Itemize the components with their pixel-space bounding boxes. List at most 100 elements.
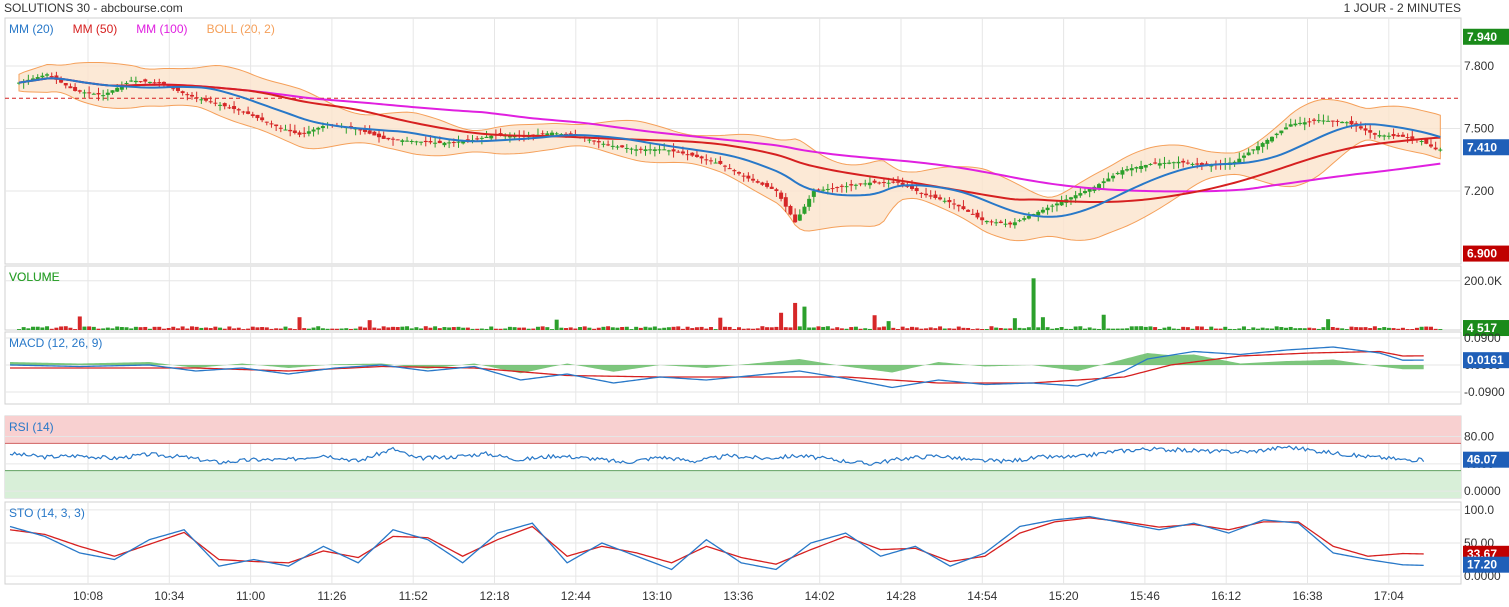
candle-body [1036, 212, 1040, 215]
candle-body [251, 114, 255, 116]
candle-body [96, 93, 100, 94]
volume-bar [358, 327, 362, 330]
volume-bar [1242, 326, 1246, 330]
volume-bar [517, 328, 521, 330]
volume-bar [915, 327, 919, 330]
candle-body [265, 122, 269, 123]
candle-body [999, 222, 1003, 223]
candle-body [391, 139, 395, 140]
volume-bar [1008, 328, 1012, 330]
candle-body [64, 83, 68, 85]
volume-bar [1303, 328, 1307, 330]
candle-body [1008, 223, 1012, 225]
volume-bar [307, 329, 311, 330]
volume-bar [64, 326, 68, 330]
candle-body [139, 81, 143, 82]
volume-bar [1223, 327, 1227, 330]
candle-body [877, 182, 881, 183]
volume-bar [854, 327, 858, 330]
volume-bar [615, 328, 619, 330]
price-legend: MM (20) [9, 22, 54, 36]
volume-bar [237, 328, 241, 330]
candle-body [788, 206, 792, 214]
candle-body [1162, 163, 1166, 164]
candle-body [704, 159, 708, 160]
candle-body [143, 79, 147, 81]
volume-bar [442, 327, 446, 330]
candle-body [298, 132, 302, 134]
candle-body [1326, 121, 1330, 122]
volume-bar [887, 321, 891, 330]
volume-bar [938, 326, 942, 330]
candle-body [1331, 121, 1335, 122]
volume-bar [924, 328, 928, 330]
volume-bar [68, 328, 72, 330]
candle-body [199, 99, 203, 100]
candle-body [227, 107, 231, 108]
volume-bar [223, 329, 227, 330]
volume-bar [111, 328, 115, 330]
volume-bar [241, 329, 245, 330]
volume-bar [265, 327, 269, 330]
volume-bar [1293, 328, 1297, 330]
candle-body [237, 109, 241, 110]
volume-bar [1041, 317, 1045, 330]
volume-bar [826, 326, 830, 330]
volume-bar [45, 326, 49, 330]
volume-bar [213, 327, 217, 330]
candle-body [1251, 149, 1255, 150]
candle-body [241, 112, 245, 113]
candle-body [1088, 189, 1092, 192]
volume-bar [1382, 327, 1386, 330]
volume-bar [1270, 329, 1274, 330]
x-tick-label: 10:34 [154, 589, 184, 603]
volume-bar [157, 327, 161, 330]
candle-body [452, 142, 456, 143]
volume-bar [503, 329, 507, 330]
volume-bar [1420, 327, 1424, 330]
sto-legend: STO (14, 3, 3) [9, 506, 85, 520]
volume-bar [129, 328, 133, 330]
candle-body [718, 161, 722, 164]
candle-body [372, 132, 376, 136]
volume-bar [1284, 328, 1288, 330]
candle-body [779, 193, 783, 199]
candle-body [845, 186, 849, 187]
volume-bar [199, 328, 203, 330]
volume-bar [1340, 328, 1344, 330]
volume-bar [1181, 327, 1185, 330]
candle-body [961, 206, 965, 209]
volume-bar [1111, 329, 1115, 330]
volume-bar [246, 329, 250, 330]
candle-body [269, 123, 273, 124]
volume-bar [1088, 327, 1092, 330]
volume-bar [1434, 329, 1438, 330]
candle-body [223, 103, 227, 106]
candle-body [101, 95, 105, 96]
volume-bar [966, 328, 970, 330]
volume-bar [1130, 326, 1134, 330]
candle-body [232, 106, 236, 109]
volume-bar [1144, 327, 1148, 330]
candle-body [957, 205, 961, 207]
candle-body [989, 221, 993, 222]
volume-bar [447, 327, 451, 330]
volume-bar [704, 329, 708, 330]
price-badge-label: 6.900 [1467, 247, 1497, 261]
candle-body [615, 147, 619, 148]
candle-body [92, 94, 96, 95]
candle-body [68, 86, 72, 88]
candle-body [209, 101, 213, 102]
x-tick-label: 12:44 [561, 589, 591, 603]
candle-body [419, 142, 423, 143]
candle-body [639, 149, 643, 150]
candle-body [73, 87, 77, 91]
volume-bar [153, 327, 157, 330]
candle-body [1181, 161, 1185, 163]
candle-body [854, 185, 858, 186]
sto-tick-label: 100.0 [1464, 503, 1494, 517]
x-tick-label: 11:52 [399, 589, 428, 603]
volume-bar [1167, 327, 1171, 330]
candle-body [125, 83, 129, 84]
